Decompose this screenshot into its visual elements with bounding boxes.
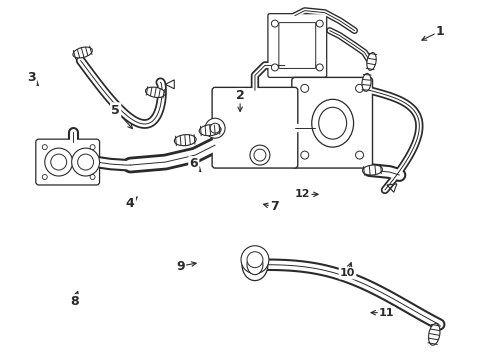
Circle shape	[356, 84, 364, 92]
Ellipse shape	[247, 255, 263, 275]
FancyBboxPatch shape	[279, 23, 316, 68]
Text: 3: 3	[27, 71, 35, 84]
Text: 2: 2	[236, 89, 245, 102]
Circle shape	[72, 148, 99, 176]
Ellipse shape	[362, 73, 371, 91]
Text: 1: 1	[436, 25, 444, 38]
Ellipse shape	[242, 249, 268, 280]
Circle shape	[90, 175, 95, 180]
Circle shape	[90, 145, 95, 150]
Text: 6: 6	[190, 157, 198, 170]
Text: 7: 7	[270, 201, 279, 213]
Text: 4: 4	[126, 197, 135, 210]
Circle shape	[250, 145, 270, 165]
Ellipse shape	[429, 324, 440, 345]
Ellipse shape	[312, 99, 354, 147]
Circle shape	[254, 149, 266, 161]
Circle shape	[77, 154, 94, 170]
FancyBboxPatch shape	[292, 77, 372, 168]
Circle shape	[210, 123, 220, 133]
Circle shape	[316, 20, 323, 27]
Circle shape	[301, 151, 309, 159]
Ellipse shape	[174, 135, 196, 146]
Circle shape	[271, 20, 278, 27]
Circle shape	[356, 151, 364, 159]
Text: 10: 10	[340, 268, 355, 278]
FancyBboxPatch shape	[268, 14, 327, 77]
Circle shape	[316, 64, 323, 71]
Text: 11: 11	[379, 308, 394, 318]
Ellipse shape	[73, 47, 92, 58]
Circle shape	[42, 175, 47, 180]
Text: 12: 12	[295, 189, 310, 199]
Ellipse shape	[363, 165, 382, 175]
Ellipse shape	[199, 125, 221, 136]
FancyBboxPatch shape	[212, 87, 298, 168]
Text: 8: 8	[70, 296, 78, 309]
Circle shape	[271, 64, 278, 71]
Text: 9: 9	[176, 260, 185, 273]
Ellipse shape	[146, 87, 165, 98]
Circle shape	[241, 246, 269, 274]
Circle shape	[51, 154, 67, 170]
Circle shape	[205, 118, 225, 138]
Ellipse shape	[367, 53, 376, 70]
Circle shape	[301, 84, 309, 92]
Circle shape	[42, 145, 47, 150]
Circle shape	[45, 148, 73, 176]
Text: 5: 5	[111, 104, 120, 117]
FancyBboxPatch shape	[36, 139, 99, 185]
Ellipse shape	[318, 107, 346, 139]
Circle shape	[247, 252, 263, 268]
